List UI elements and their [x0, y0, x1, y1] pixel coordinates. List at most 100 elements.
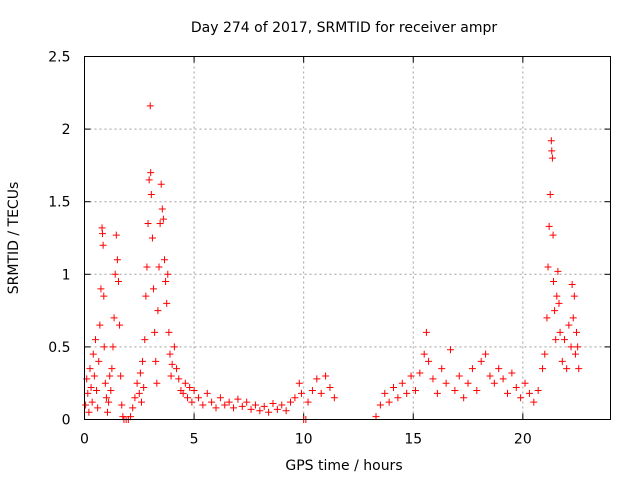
data-point — [82, 401, 90, 409]
data-point — [151, 328, 159, 336]
data-point — [554, 267, 562, 275]
data-point — [139, 357, 147, 365]
data-point — [385, 398, 393, 406]
data-point — [87, 384, 95, 392]
data-point — [551, 307, 559, 315]
data-point — [152, 357, 160, 365]
data-point — [251, 401, 259, 409]
data-point — [141, 336, 149, 344]
data-point — [160, 256, 168, 264]
data-point — [539, 365, 547, 373]
data-point — [148, 234, 156, 242]
data-point — [136, 369, 144, 377]
data-point — [137, 398, 145, 406]
y-tick-label: 2 — [62, 122, 71, 138]
data-point — [525, 389, 533, 397]
data-point — [403, 389, 411, 397]
data-point — [548, 154, 556, 162]
data-point — [499, 375, 507, 383]
data-point — [553, 292, 561, 300]
data-point — [317, 389, 325, 397]
data-point — [486, 372, 494, 380]
data-point — [490, 379, 498, 387]
data-point — [416, 369, 424, 377]
data-point — [438, 365, 446, 373]
data-point — [304, 398, 312, 406]
y-axis-ticks: 0 0.5 1 1.5 2 2.5 — [48, 50, 611, 429]
data-point — [119, 413, 127, 421]
data-point — [166, 350, 174, 358]
data-point — [571, 350, 579, 358]
data-point — [521, 379, 529, 387]
data-point — [495, 365, 503, 373]
data-point — [541, 350, 549, 358]
data-point — [569, 314, 577, 322]
data-point — [556, 328, 564, 336]
data-point — [91, 336, 99, 344]
data-point — [188, 398, 196, 406]
data-point — [135, 389, 143, 397]
data-point — [269, 400, 277, 408]
data-point — [508, 369, 516, 377]
data-point — [394, 394, 402, 402]
x-tick-label: 20 — [514, 432, 532, 448]
data-point — [86, 365, 94, 373]
data-point — [313, 375, 321, 383]
data-point — [422, 328, 430, 336]
data-point — [322, 372, 330, 380]
x-axis-ticks: 0 5 10 15 20 — [80, 56, 532, 448]
data-point — [234, 395, 242, 403]
data-point — [326, 384, 334, 392]
data-point — [390, 384, 398, 392]
y-tick-label: 0 — [62, 413, 71, 429]
data-point — [114, 278, 122, 286]
data-point — [116, 321, 124, 329]
data-point — [203, 389, 211, 397]
x-tick-label: 5 — [190, 432, 199, 448]
data-point — [398, 379, 406, 387]
data-point — [181, 379, 189, 387]
data-point — [544, 263, 552, 271]
data-point — [573, 328, 581, 336]
data-point — [295, 379, 303, 387]
data-point — [433, 389, 441, 397]
data-point — [96, 321, 104, 329]
data-point — [512, 384, 520, 392]
data-point — [256, 407, 264, 415]
data-point — [199, 401, 207, 409]
data-point — [473, 386, 481, 394]
y-axis-label: SRMTID / TECUs — [6, 182, 22, 295]
data-point — [131, 394, 139, 402]
data-point — [127, 413, 135, 421]
data-point — [464, 379, 472, 387]
data-point — [100, 292, 108, 300]
y-tick-label: 1.5 — [48, 195, 70, 211]
data-point — [90, 372, 98, 380]
data-point — [167, 372, 175, 380]
data-point — [112, 231, 120, 239]
data-point — [140, 384, 148, 392]
data-point — [99, 241, 107, 249]
data-point — [173, 365, 181, 373]
data-point — [287, 398, 295, 406]
data-point — [194, 394, 202, 402]
data-point — [468, 365, 476, 373]
data-point — [107, 386, 115, 394]
data-point — [153, 379, 161, 387]
data-point — [164, 270, 172, 278]
data-points — [82, 102, 583, 423]
data-point — [372, 413, 380, 421]
data-point — [238, 402, 246, 410]
data-point — [530, 398, 538, 406]
data-point — [98, 230, 106, 238]
data-point — [147, 169, 155, 177]
data-point — [230, 404, 238, 412]
data-point — [429, 375, 437, 383]
data-point — [101, 379, 109, 387]
data-point — [567, 343, 575, 351]
data-point — [550, 278, 558, 286]
data-point — [260, 402, 268, 410]
data-point — [221, 401, 229, 409]
data-point — [503, 389, 511, 397]
